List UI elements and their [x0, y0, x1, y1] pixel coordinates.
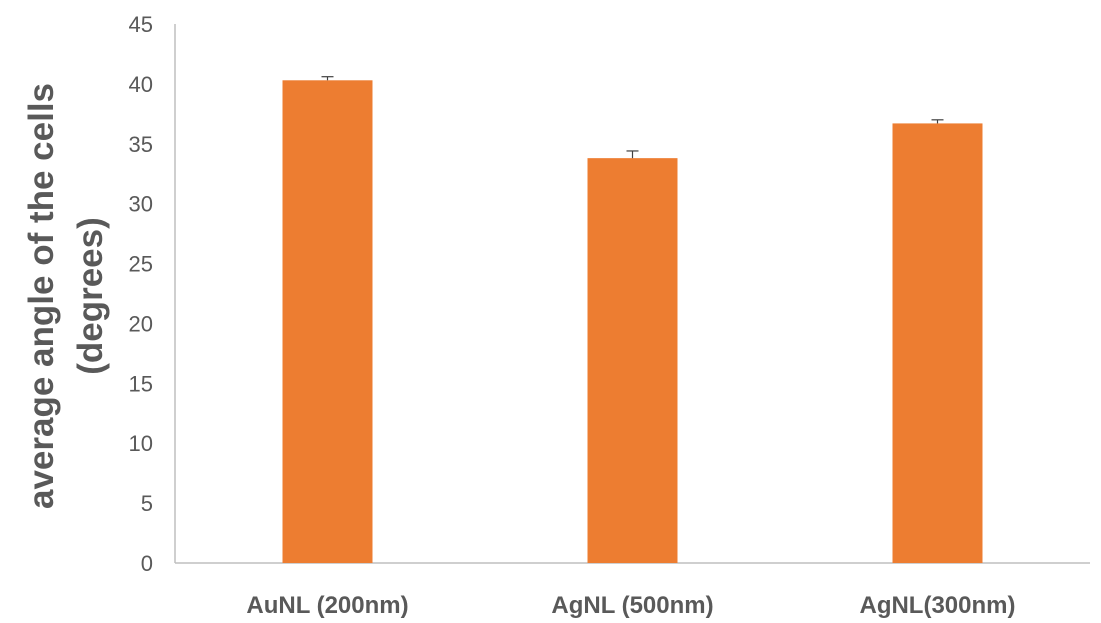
- y-axis-title-line-1: average angle of the cells: [22, 83, 61, 509]
- y-axis-title: average angle of the cells (degrees): [22, 83, 110, 509]
- y-tick-label: 20: [129, 311, 153, 336]
- y-tick-label: 45: [129, 12, 153, 37]
- y-tick-label: 35: [129, 132, 153, 157]
- y-tick-label: 30: [129, 192, 153, 217]
- x-category-label: AgNL(300nm): [859, 592, 1015, 619]
- y-axis-title-line-2: (degrees): [71, 217, 110, 375]
- bar: [892, 123, 983, 563]
- x-category-label: AgNL (500nm): [551, 592, 713, 619]
- y-tick-label: 15: [129, 371, 153, 396]
- bars: [282, 76, 983, 563]
- labels: 0 5 10 15 20 25 30 35 40 45 AuNL (200nm) AgNL (500n…: [129, 12, 1016, 619]
- bar: [282, 80, 373, 563]
- y-tick-label: 10: [129, 431, 153, 456]
- y-tick-label: 0: [141, 551, 153, 576]
- x-category-label: AuNL (200nm): [246, 592, 408, 619]
- bar: [587, 158, 678, 563]
- y-tick-label: 5: [141, 491, 153, 516]
- y-tick-label: 40: [129, 72, 153, 97]
- y-tick-label: 25: [129, 252, 153, 277]
